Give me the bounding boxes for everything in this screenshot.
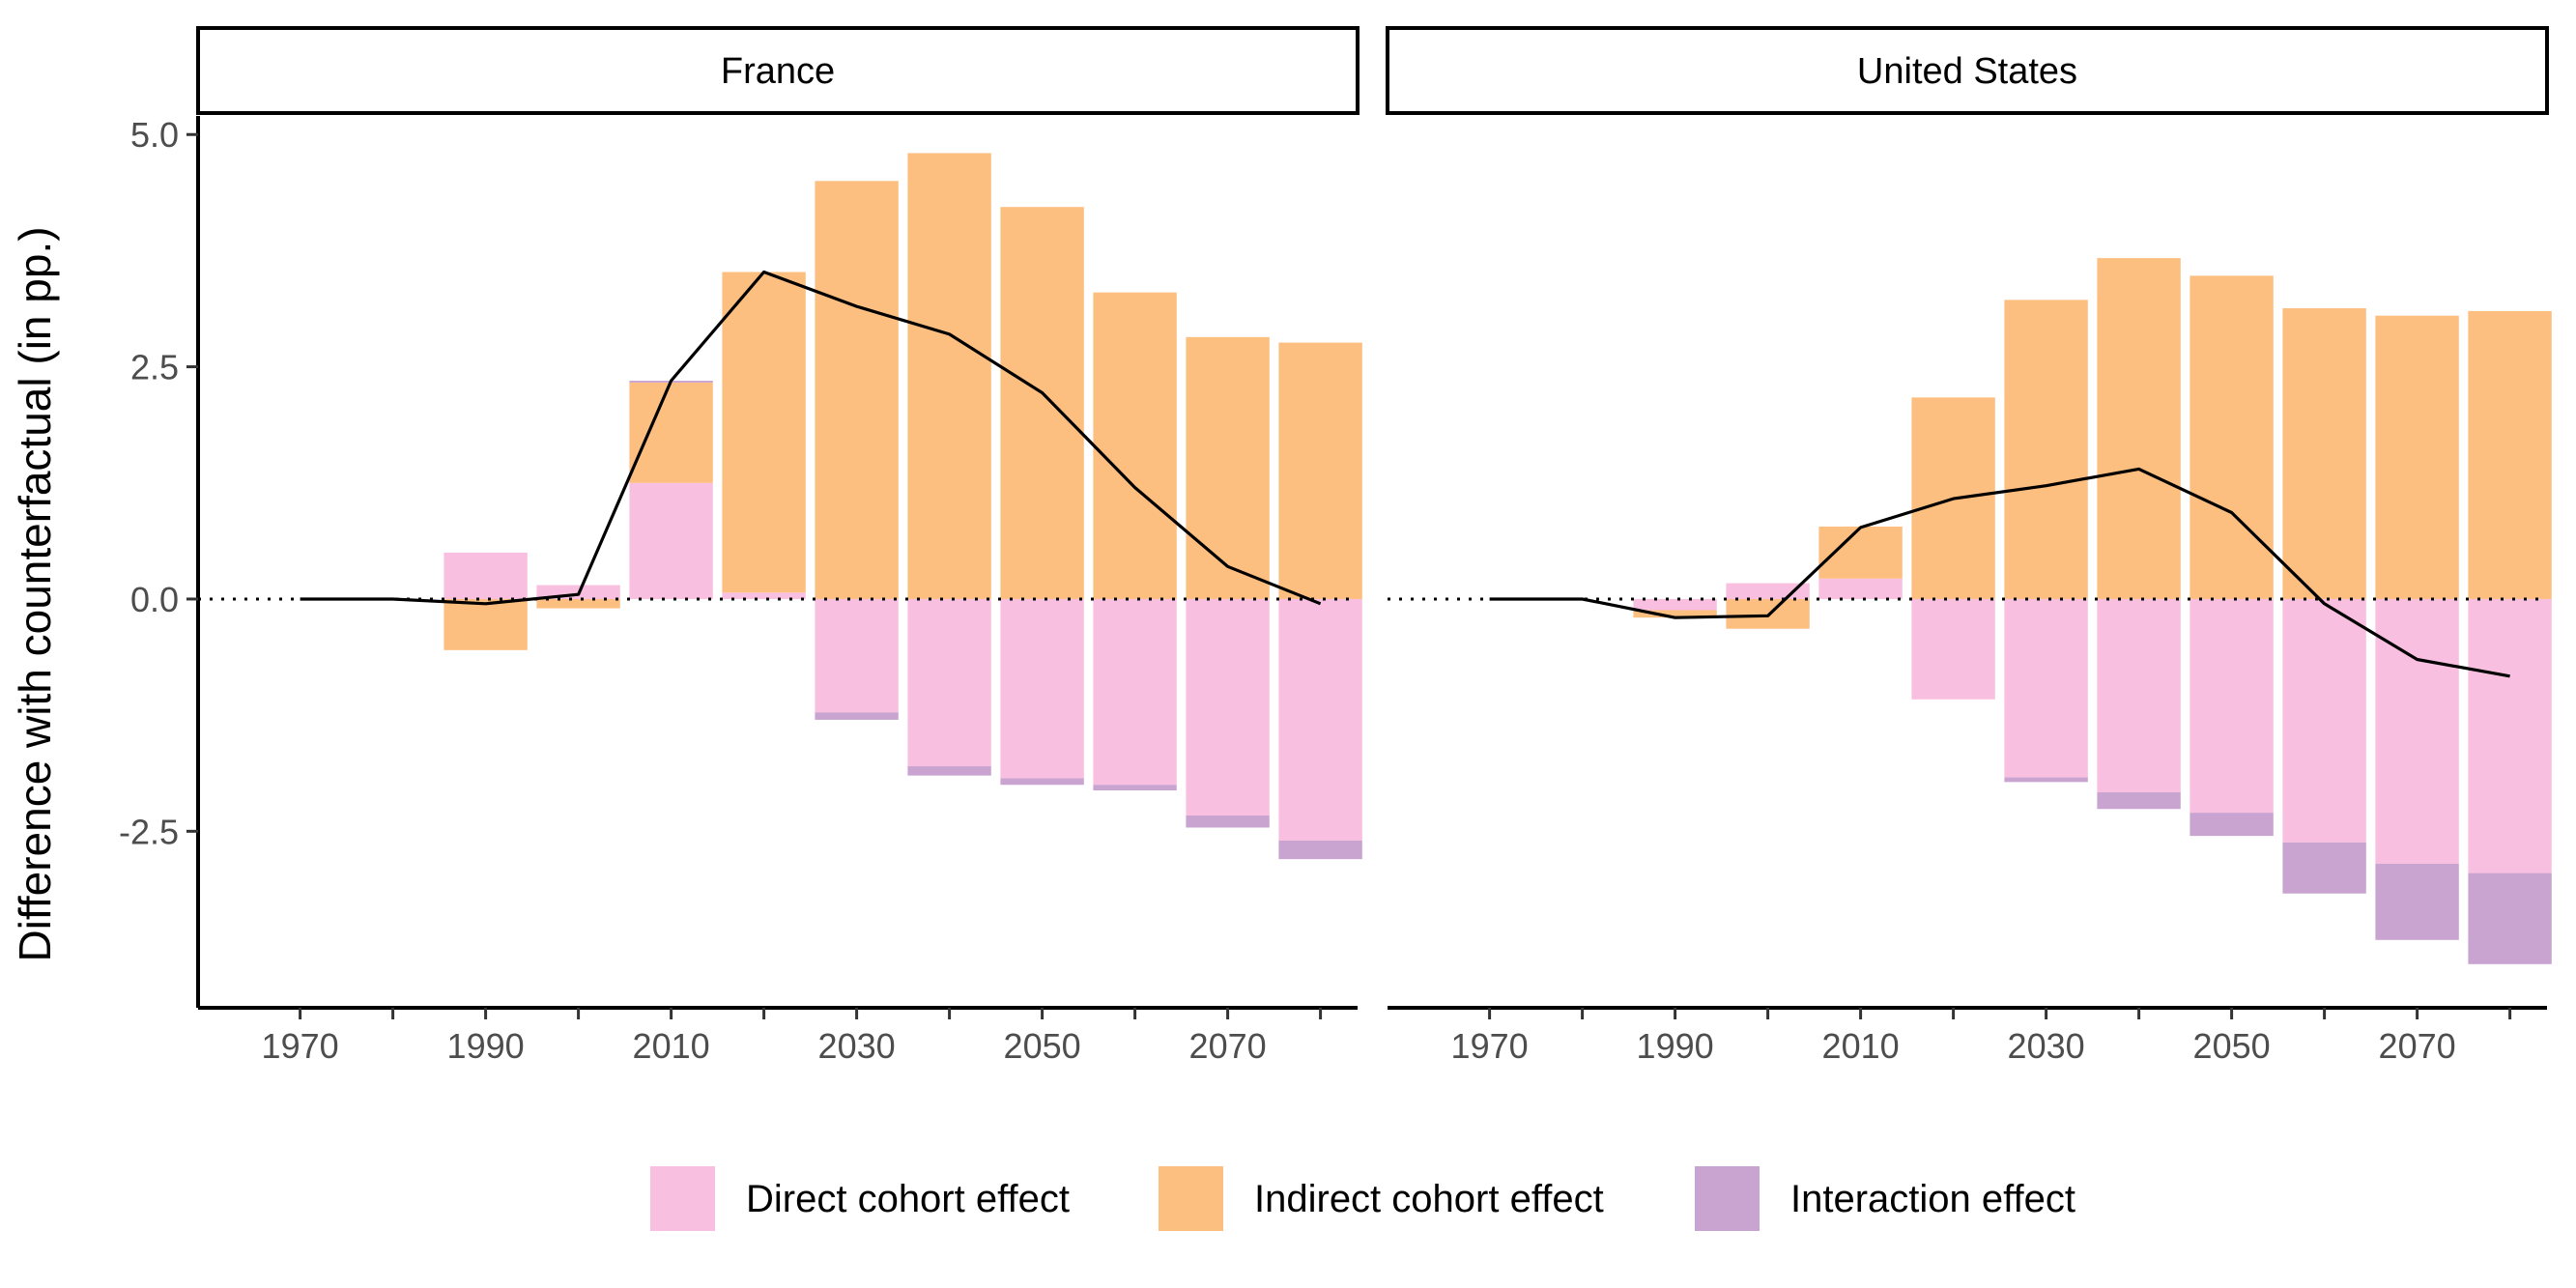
bar-indirect-2030 <box>2004 300 2088 599</box>
bar-direct-2080 <box>1278 598 1362 841</box>
legend-item: Interaction effect <box>1695 1166 2075 1231</box>
bar-indirect-2010 <box>1818 526 1903 579</box>
x-tick-label: 1970 <box>262 1026 339 1066</box>
x-tick-label: 1970 <box>1451 1026 1529 1066</box>
bar-indirect-2040 <box>2097 258 2181 599</box>
bar-indirect-2020 <box>722 272 806 593</box>
facet-united-states: United States 1970 1990 2010 2030 2050 2070 <box>1386 26 2552 1066</box>
x-tick-label: 2070 <box>2379 1026 2456 1066</box>
bar-indirect-2030 <box>815 181 899 599</box>
bar-direct-2050 <box>2190 598 2274 814</box>
legend-label: Interaction effect <box>1790 1178 2075 1220</box>
bar-direct-1990 <box>444 552 528 599</box>
x-tick-label: 2010 <box>633 1026 710 1066</box>
bar-indirect-1990 <box>444 598 528 650</box>
total-effect-line <box>300 270 1322 606</box>
y-tick-label: 2.5 <box>130 348 179 387</box>
x-tick-label: 1990 <box>1637 1026 1714 1066</box>
facet-panels: France 1970 1990 2010 2030 2050 2070 -2.5 0.0 2.5… <box>119 26 2552 1066</box>
x-tick-label: 2010 <box>1822 1026 1900 1066</box>
bar-direct-2010 <box>629 482 713 599</box>
axes: 1970 1990 2010 2030 2050 2070 -2.5 0.0 2.5 5.0 <box>119 115 1358 1066</box>
legend-swatch <box>1695 1166 1760 1231</box>
bar-indirect-2080 <box>1278 342 1362 599</box>
axes: 1970 1990 2010 2030 2050 2070 <box>1388 1006 2547 1066</box>
bar-indirect-2070 <box>1186 336 1270 599</box>
bar-interaction-2040 <box>2097 791 2181 810</box>
bar-direct-2030 <box>815 598 899 713</box>
x-tick-label: 2030 <box>2008 1026 2085 1066</box>
bar-interaction-2050 <box>1000 778 1084 786</box>
x-tick-label: 2070 <box>1189 1026 1267 1066</box>
bar-interaction-2080 <box>1278 840 1362 860</box>
x-tick-label: 2050 <box>1004 1026 1081 1066</box>
total-effect-line <box>1489 467 2510 678</box>
bar-direct-2020 <box>1911 598 1995 700</box>
bar-direct-2070 <box>1186 598 1270 816</box>
y-axis-title: Difference with counterfactual (in pp.) <box>10 226 60 961</box>
bar-indirect-2040 <box>907 153 991 599</box>
y-tick-label: 5.0 <box>130 115 179 155</box>
bar-indirect-2050 <box>1000 207 1084 599</box>
bar-indirect-2060 <box>1093 292 1177 599</box>
bars <box>1633 258 2552 964</box>
bar-direct-2060 <box>2282 598 2366 843</box>
x-tick-label: 2050 <box>2193 1026 2271 1066</box>
legend-label: Direct cohort effect <box>746 1178 1070 1220</box>
bar-interaction-2070 <box>2375 863 2459 940</box>
bar-direct-2010 <box>1818 578 1903 599</box>
bar-direct-2020 <box>722 592 806 599</box>
bar-indirect-2060 <box>2282 308 2366 599</box>
bar-interaction-2080 <box>2468 873 2552 964</box>
legend-item: Direct cohort effect <box>650 1166 1070 1231</box>
bar-direct-2050 <box>1000 598 1084 779</box>
facet-france: France 1970 1990 2010 2030 2050 2070 -2.5 0.0 2.5… <box>119 26 1362 1066</box>
bar-indirect-1990 <box>1633 610 1717 618</box>
bar-interaction-2060 <box>2282 842 2366 894</box>
facet-strip <box>196 26 1360 115</box>
bar-direct-2040 <box>2097 598 2181 792</box>
bar-direct-2060 <box>1093 598 1177 786</box>
bar-indirect-2000 <box>536 598 620 609</box>
bars <box>444 153 1362 860</box>
legend-swatch <box>1159 1166 1223 1231</box>
bar-direct-1990 <box>1633 598 1717 611</box>
legend-item: Indirect cohort effect <box>1159 1166 1604 1231</box>
legend-label: Indirect cohort effect <box>1254 1178 1604 1220</box>
legend-swatch <box>650 1166 715 1231</box>
legend: Direct cohort effect Indirect cohort effe… <box>650 1166 2075 1231</box>
facet-strip <box>1386 26 2549 115</box>
bar-direct-2070 <box>2375 598 2459 864</box>
y-tick-label: -2.5 <box>119 812 179 851</box>
x-tick-label: 1990 <box>447 1026 525 1066</box>
bar-direct-2000 <box>1726 583 1810 599</box>
bar-direct-2030 <box>2004 598 2088 778</box>
bar-interaction-2030 <box>815 712 899 720</box>
bar-direct-2080 <box>2468 598 2552 873</box>
bar-interaction-2050 <box>2190 813 2274 837</box>
bar-direct-2040 <box>907 598 991 767</box>
bar-indirect-2010 <box>629 382 713 483</box>
bar-interaction-2040 <box>907 766 991 776</box>
facet-strip-label: France <box>721 51 835 92</box>
bar-interaction-2030 <box>2004 777 2088 783</box>
bar-indirect-2070 <box>2375 315 2459 599</box>
bar-interaction-2070 <box>1186 815 1270 828</box>
x-tick-label: 2030 <box>818 1026 896 1066</box>
bar-indirect-2080 <box>2468 310 2552 599</box>
bar-indirect-2050 <box>2190 275 2274 599</box>
y-tick-label: 0.0 <box>130 580 179 619</box>
facet-strip-label: United States <box>1857 51 2077 92</box>
bar-interaction-2060 <box>1093 785 1177 791</box>
